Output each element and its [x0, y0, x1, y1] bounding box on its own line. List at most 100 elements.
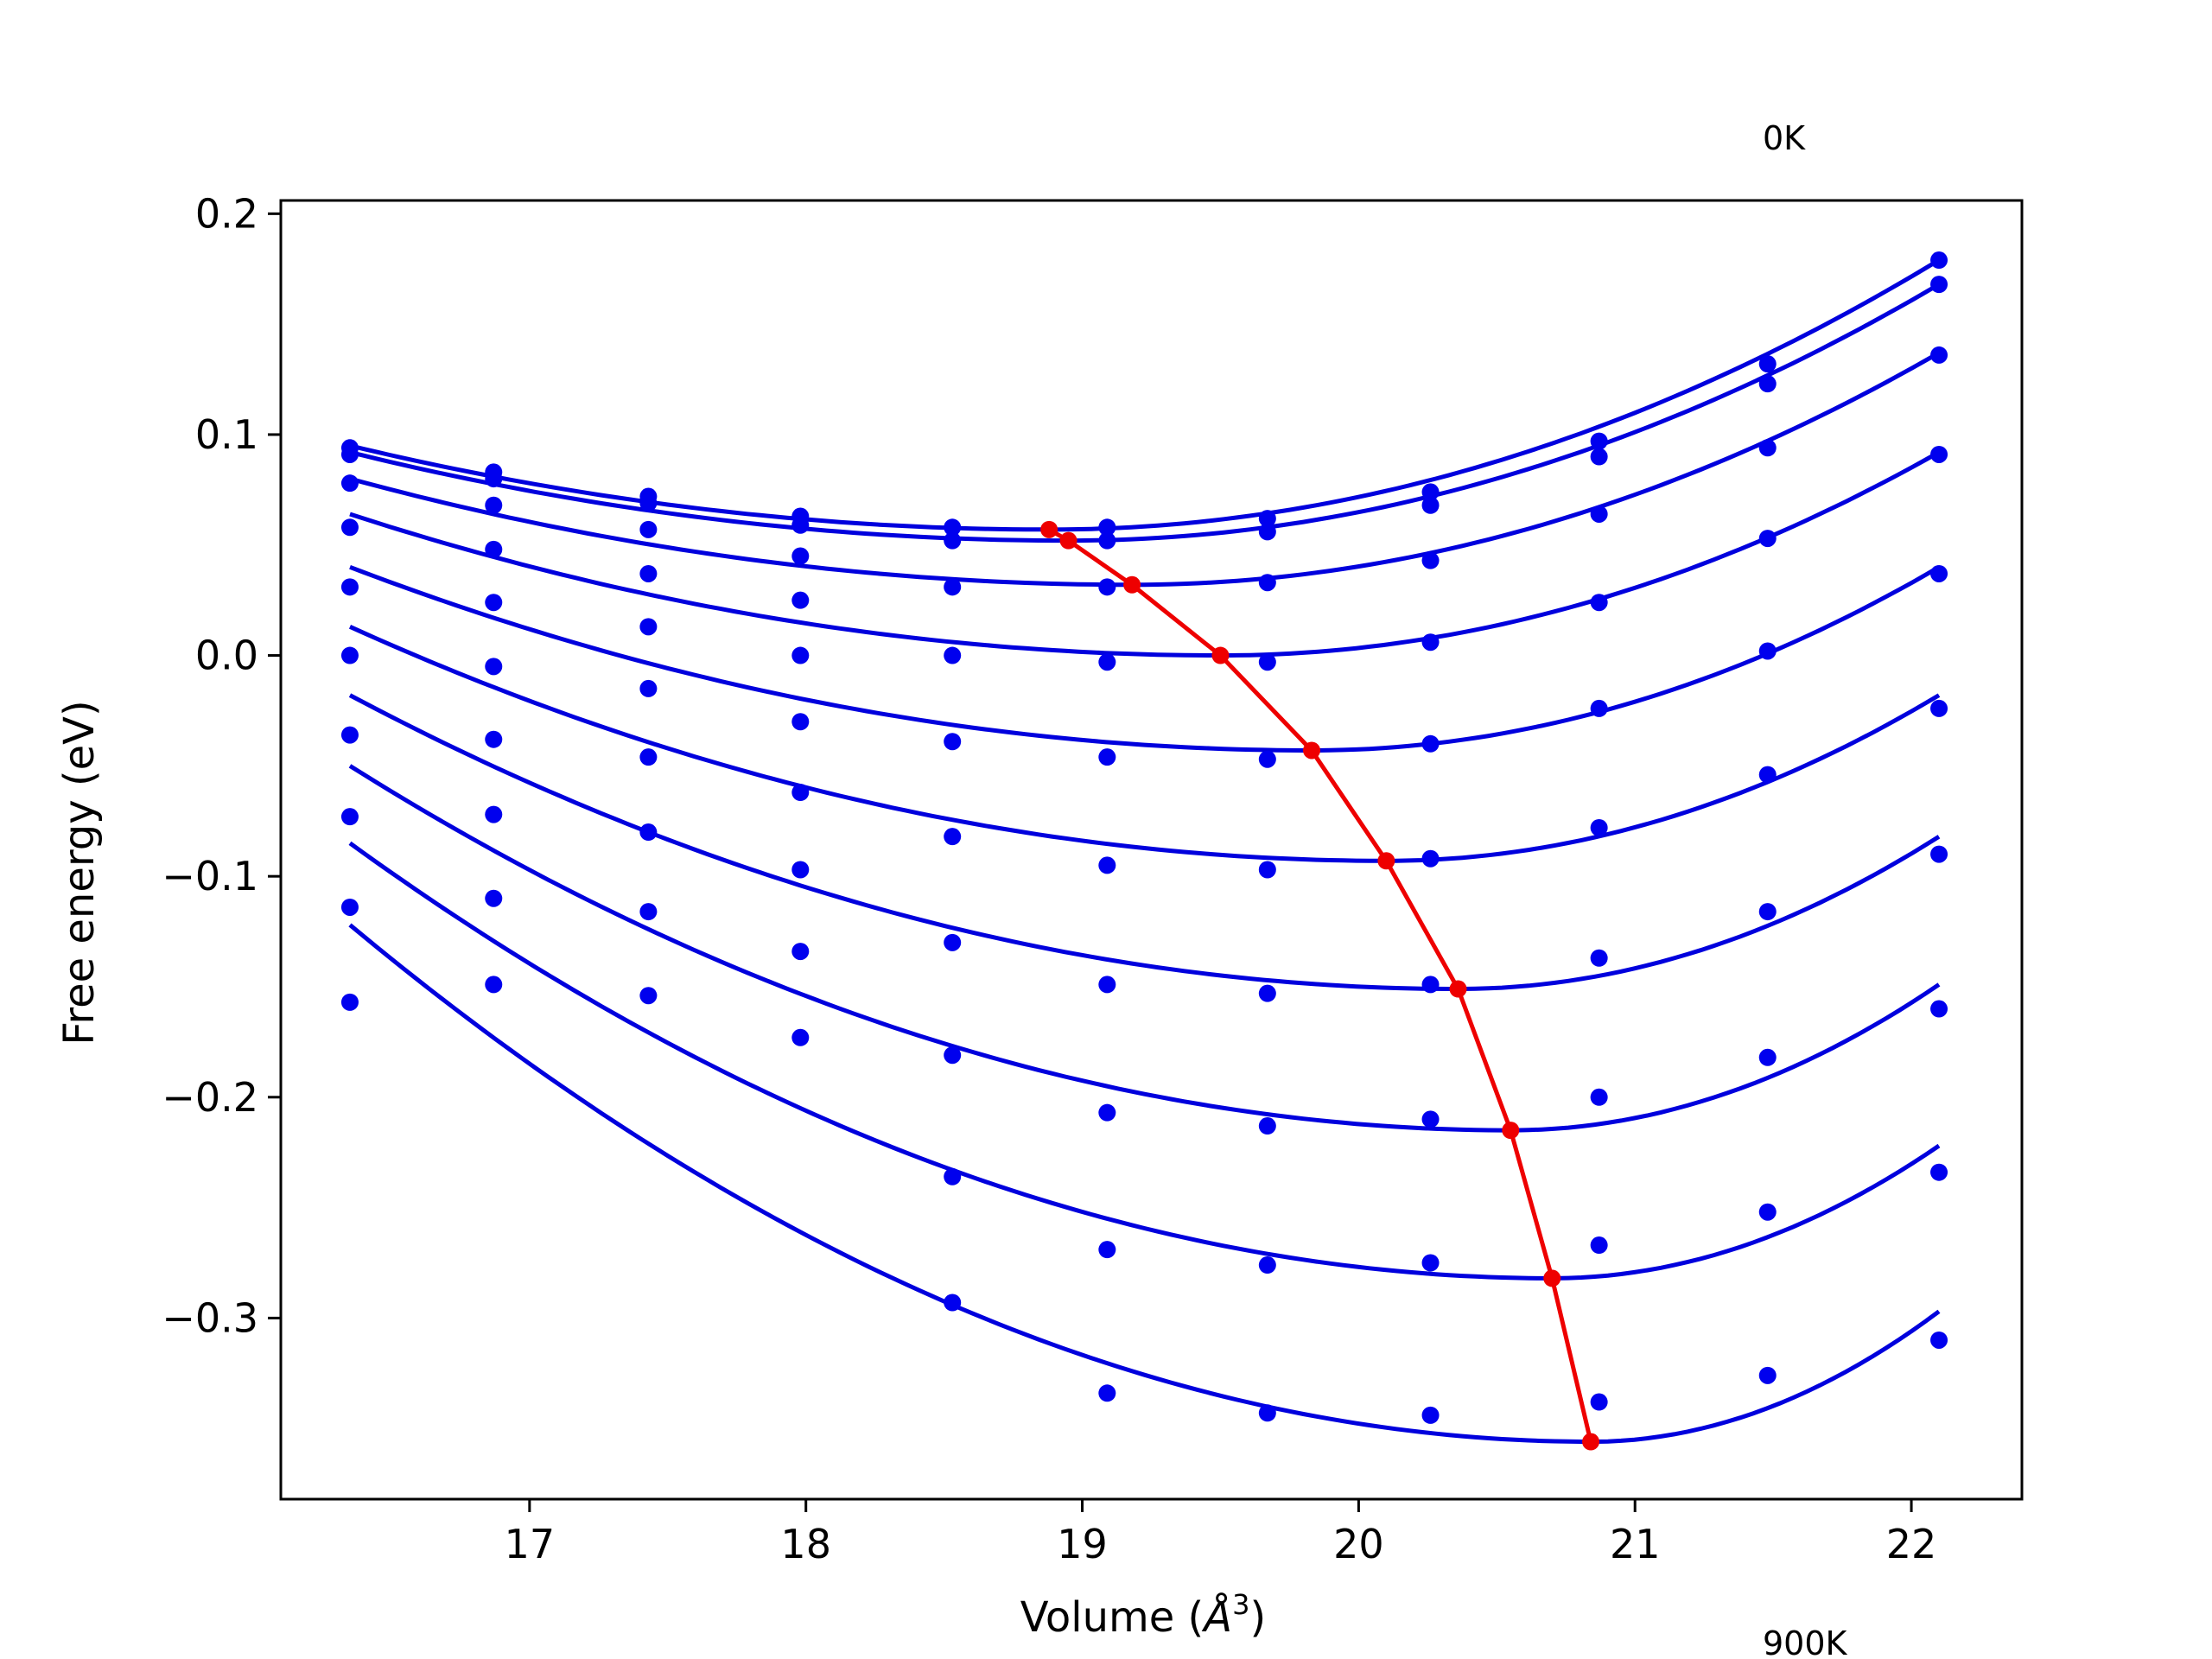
data-point — [639, 494, 658, 512]
data-point — [1098, 653, 1116, 671]
minima-line — [1047, 527, 1593, 1443]
data-point — [1590, 1393, 1608, 1411]
x-axis-label: Volume (Å3) — [1020, 1588, 1266, 1642]
data-point — [1758, 642, 1777, 660]
data-point — [1421, 1254, 1440, 1272]
data-point — [1930, 699, 1948, 717]
y-tick-label: 0.0 — [195, 632, 258, 679]
data-point — [485, 540, 503, 558]
data-point — [1590, 949, 1608, 967]
fit-curves — [348, 257, 1941, 1444]
data-point — [791, 591, 810, 609]
x-axis-label-unit: Å — [1201, 1592, 1232, 1642]
fit-curve-8 — [348, 764, 1941, 1133]
data-point — [1421, 1110, 1440, 1128]
fit-curve-6 — [348, 625, 1941, 863]
data-point — [1258, 984, 1276, 1002]
data-point — [1258, 1117, 1276, 1135]
data-point — [944, 518, 962, 537]
data-point — [1258, 1256, 1276, 1274]
data-point — [1758, 903, 1777, 921]
data-point — [1098, 1241, 1116, 1259]
data-point — [639, 564, 658, 582]
data-point — [1930, 276, 1948, 294]
minimum-point — [1211, 646, 1230, 664]
y-axis-ticks: 0.2 0.1 0.0 −0.1 −0.2 −0.3 — [162, 190, 281, 1341]
data-point — [1590, 505, 1608, 523]
y-tick-label: −0.2 — [162, 1074, 258, 1121]
data-point — [1098, 518, 1116, 537]
data-point — [1098, 748, 1116, 766]
fit-curve-2 — [349, 282, 1941, 543]
data-point — [1758, 375, 1777, 393]
data-point — [639, 679, 658, 697]
x-tick-label: 19 — [1057, 1521, 1108, 1567]
data-point — [639, 903, 658, 921]
data-point — [340, 518, 359, 537]
data-point — [791, 1028, 810, 1046]
data-point — [1758, 1366, 1777, 1384]
data-point — [944, 1294, 962, 1312]
data-point — [791, 784, 810, 802]
data-point — [1590, 1088, 1608, 1106]
data-point — [639, 618, 658, 636]
minimum-point — [1303, 741, 1321, 760]
data-point — [944, 578, 962, 596]
data-point — [1930, 445, 1948, 463]
data-point — [1258, 653, 1276, 671]
data-point — [944, 646, 962, 664]
data-point — [944, 531, 962, 550]
data-point — [485, 889, 503, 907]
data-point — [639, 987, 658, 1005]
plot-area-frame — [279, 199, 2024, 1501]
data-point — [1930, 845, 1948, 863]
data-point — [944, 828, 962, 846]
data-point — [944, 1046, 962, 1065]
data-point — [1098, 531, 1116, 550]
data-point — [791, 943, 810, 961]
data-point — [944, 733, 962, 751]
annotation-bottom: 900K — [1763, 1624, 1848, 1659]
y-tick-label: −0.1 — [162, 853, 258, 899]
minima-curve — [1040, 520, 1600, 1451]
data-point — [944, 1167, 962, 1185]
data-point — [791, 713, 810, 731]
data-point — [1758, 1048, 1777, 1066]
data-point — [1590, 699, 1608, 717]
x-tick-label: 21 — [1610, 1521, 1661, 1567]
data-point — [1098, 578, 1116, 596]
data-point — [485, 594, 503, 612]
data-point — [1421, 633, 1440, 652]
x-axis-label-exponent: 3 — [1232, 1588, 1249, 1621]
x-tick-label: 18 — [780, 1521, 831, 1567]
y-tick-label: 0.2 — [195, 190, 258, 237]
data-point — [485, 805, 503, 823]
data-point — [1930, 251, 1948, 270]
data-point — [1930, 1163, 1948, 1181]
data-point — [1421, 976, 1440, 994]
data-point — [340, 578, 359, 596]
data-point — [1421, 496, 1440, 514]
data-point — [791, 646, 810, 664]
fit-curve-4 — [349, 450, 1941, 658]
fit-curve-5 — [349, 564, 1941, 753]
minimum-point — [1449, 980, 1467, 998]
data-point — [340, 898, 359, 916]
y-tick-label: −0.3 — [162, 1294, 258, 1341]
fit-curve-9 — [348, 841, 1941, 1281]
data-point — [340, 445, 359, 463]
data-point — [1590, 1236, 1608, 1255]
annotation-top: 0K — [1763, 119, 1806, 157]
data-point — [1758, 1203, 1777, 1221]
y-tick-label: 0.1 — [195, 411, 258, 458]
data-point — [485, 658, 503, 676]
data-point — [1098, 976, 1116, 994]
minimum-point — [1040, 520, 1058, 538]
data-point — [639, 823, 658, 842]
data-point — [1098, 1384, 1116, 1402]
data-point — [1258, 510, 1276, 528]
fit-curve-10 — [348, 923, 1941, 1444]
minimum-point — [1059, 531, 1077, 550]
x-tick-label: 20 — [1333, 1521, 1384, 1567]
